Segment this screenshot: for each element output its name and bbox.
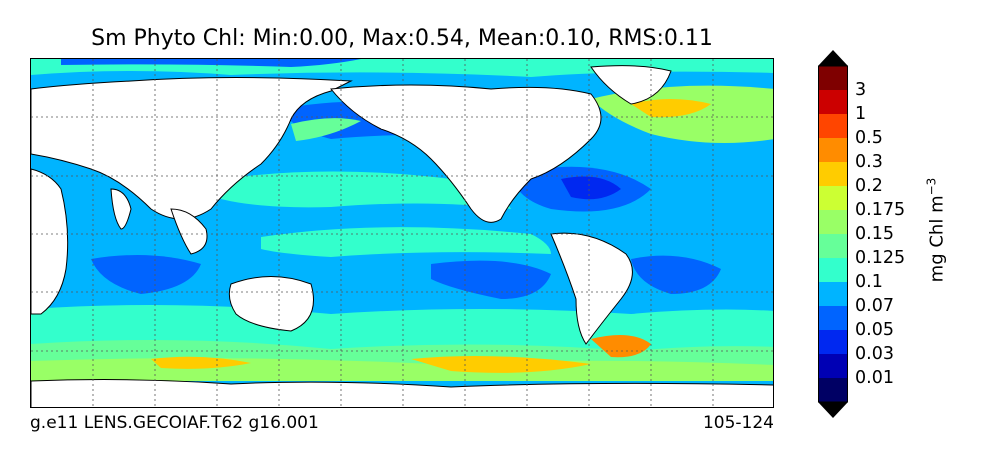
colorbar-segment: [818, 138, 848, 163]
colorbar-tick-label: 0.175: [855, 200, 906, 220]
colorbar-tick-label: 0.05: [855, 320, 894, 340]
colorbar-tick-label: 0.07: [855, 296, 894, 316]
land-africa: [31, 168, 69, 315]
land-eurasia: [31, 77, 353, 220]
colorbar-segment: [818, 306, 848, 331]
equatorial-pacific-band: [261, 227, 551, 257]
colorbar-tick-label: 0.15: [855, 224, 894, 244]
colorbar-tick-label: 3: [855, 80, 867, 100]
colorbar-segment: [818, 162, 848, 187]
land-india: [110, 188, 132, 230]
land-se-asia: [170, 208, 208, 255]
colorbar-label: mg Chl m−3: [924, 177, 948, 283]
footer-case-name: g.e11 LENS.GECOIAF.T62 g16.001: [30, 413, 319, 433]
colorbar-tick-label: 0.2: [855, 176, 883, 196]
colorbar-tick-label: 0.03: [855, 344, 894, 364]
colorbar-tick-label: 0.125: [855, 248, 906, 268]
north-atlantic-yellow: [631, 99, 711, 118]
south-pacific-gyre: [431, 260, 551, 299]
colorbar-segment: [818, 210, 848, 235]
land-north-america: [330, 84, 602, 223]
north-pacific-green: [291, 118, 361, 141]
indian-ocean-gyre: [91, 255, 201, 294]
land-south-america: [550, 232, 633, 345]
colorbar-segment: [818, 114, 848, 139]
colorbar-segment: [818, 354, 848, 379]
colorbar: [818, 50, 848, 418]
footer-years: 105-124: [702, 413, 774, 433]
map-plot-area: [30, 58, 774, 408]
colorbar-tick-label: 0.5: [855, 128, 883, 148]
north-atlantic-gyre-core: [561, 176, 621, 200]
colorbar-segment: [818, 330, 848, 355]
land-antarctica: [31, 379, 773, 407]
colorbar-segment: [818, 234, 848, 259]
southern-ocean-yellow-2: [151, 356, 251, 369]
colorbar-tick-label: 0.01: [855, 368, 894, 388]
colorbar-segment: [818, 282, 848, 307]
south-atlantic-gyre: [631, 255, 721, 294]
colorbar-tick-label: 1: [855, 104, 867, 124]
colorbar-segment: [818, 378, 848, 403]
chart-title: Sm Phyto Chl: Min:0.00, Max:0.54, Mean:0…: [91, 26, 713, 51]
chl-map: [31, 59, 773, 407]
colorbar-segment: [818, 66, 848, 91]
colorbar-segment: [818, 258, 848, 283]
land-australia: [228, 276, 314, 332]
colorbar-top-arrow: [818, 50, 848, 66]
arctic-high-chl: [61, 59, 361, 67]
patagonian-front: [591, 335, 651, 358]
colorbar-segment: [818, 90, 848, 115]
colorbar-tick-label: 0.1: [855, 272, 883, 292]
colorbar-tick-label: 0.3: [855, 152, 883, 172]
land-masses: [31, 65, 773, 407]
map-gridlines: [31, 59, 773, 407]
colorbar-segment: [818, 186, 848, 211]
colorbar-bottom-arrow: [818, 402, 848, 418]
southern-ocean-yellow: [411, 355, 591, 373]
north-pacific-cyan-band: [221, 171, 511, 209]
colorbar-outline: [818, 65, 848, 403]
